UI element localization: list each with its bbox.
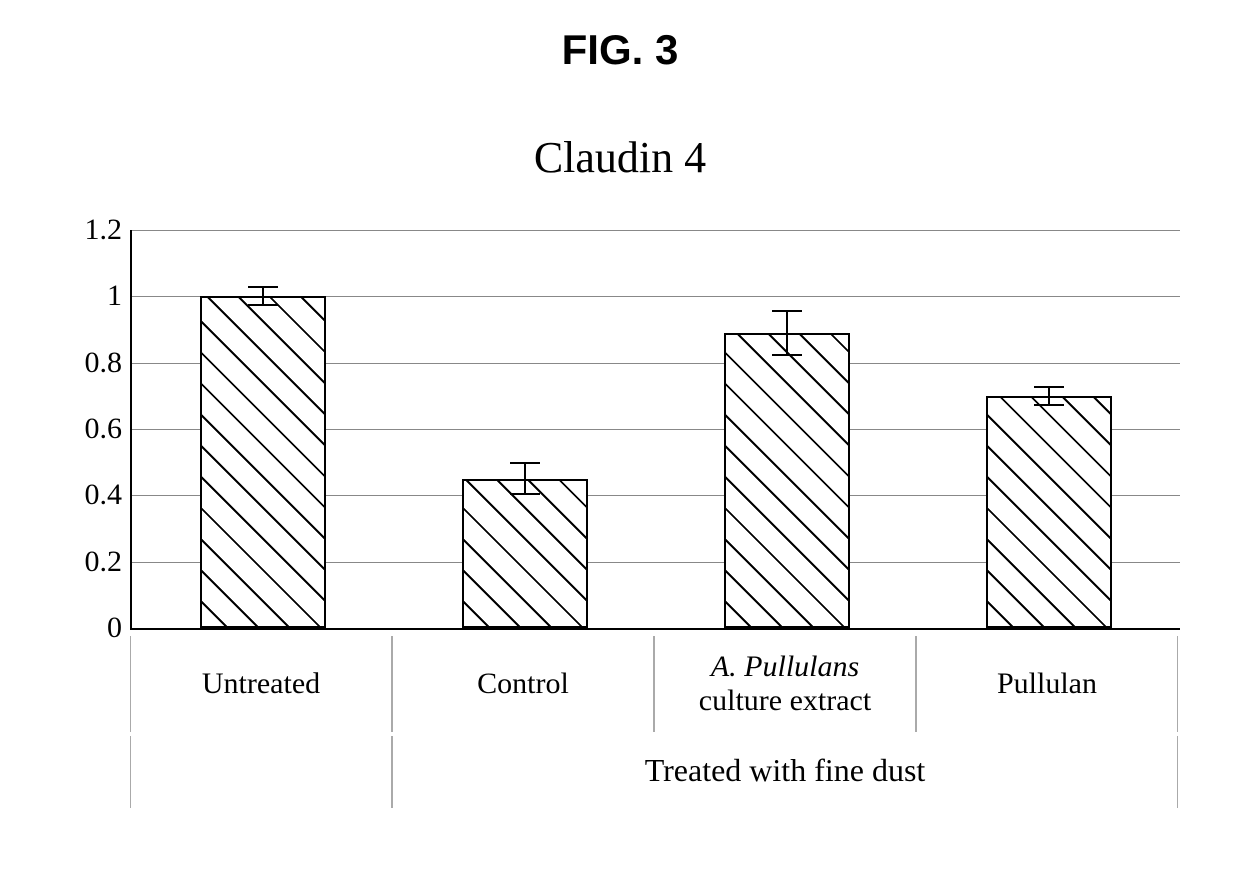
x-category-label-line2: culture extract bbox=[699, 684, 871, 718]
bar-hatch bbox=[724, 333, 850, 628]
plot-area: 00.20.40.60.811.2 bbox=[130, 230, 1180, 630]
gridline bbox=[132, 230, 1180, 231]
y-tick-label: 1 bbox=[107, 279, 132, 313]
y-tick-label: 0.8 bbox=[85, 346, 133, 380]
bar-hatch bbox=[200, 296, 326, 628]
bar bbox=[724, 333, 850, 628]
x-category-label-line1: A. Pullulans bbox=[711, 650, 859, 684]
bar bbox=[462, 479, 588, 628]
error-bar-cap bbox=[510, 462, 540, 464]
x-category-label: Pullulan bbox=[916, 636, 1178, 732]
error-bar-cap bbox=[772, 310, 802, 312]
bar-hatch bbox=[986, 396, 1112, 628]
chart-title: Claudin 4 bbox=[0, 132, 1240, 183]
y-tick-label: 0.6 bbox=[85, 412, 133, 446]
x-category-label: Control bbox=[392, 636, 654, 732]
y-tick-label: 1.2 bbox=[85, 213, 133, 247]
chart-container: 00.20.40.60.811.2 Untreated Control A. Pul… bbox=[60, 230, 1180, 850]
group-border-untreated bbox=[130, 736, 392, 808]
x-category-label: Untreated bbox=[130, 636, 392, 732]
error-bar-cap bbox=[248, 286, 278, 288]
y-tick-label: 0.4 bbox=[85, 478, 133, 512]
bar bbox=[200, 296, 326, 628]
x-category-label-line1: Pullulan bbox=[997, 667, 1097, 701]
y-tick-label: 0.2 bbox=[85, 545, 133, 579]
x-category-label-line1: Untreated bbox=[202, 667, 320, 701]
figure-label: FIG. 3 bbox=[0, 26, 1240, 74]
x-category-label-line1: Control bbox=[477, 667, 569, 701]
error-bar-cap bbox=[1034, 386, 1064, 388]
bar-hatch bbox=[462, 479, 588, 628]
y-tick-label: 0 bbox=[107, 611, 132, 645]
group-label: Treated with fine dust bbox=[392, 752, 1178, 789]
bar bbox=[986, 396, 1112, 628]
x-category-label: A. Pullulansculture extract bbox=[654, 636, 916, 732]
